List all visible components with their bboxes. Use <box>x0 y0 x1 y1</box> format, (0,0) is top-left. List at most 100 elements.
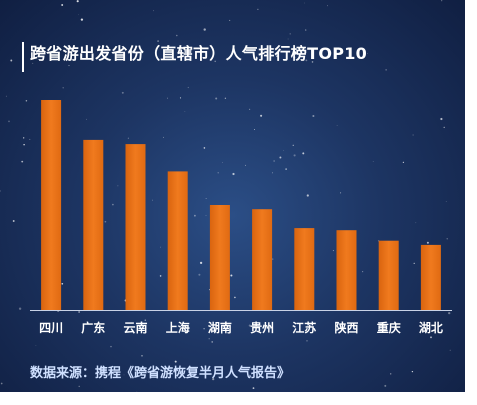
star <box>78 311 80 313</box>
star <box>449 349 451 351</box>
bar-chart: 四川 广东 云南 上海 湖南 贵州 江苏 陕西 重庆 湖北 <box>30 100 452 335</box>
bar-6 <box>294 228 315 310</box>
x-tick-label: 贵州 <box>250 320 274 335</box>
star <box>153 10 155 12</box>
star <box>203 147 206 149</box>
star <box>302 152 305 155</box>
star <box>61 282 64 285</box>
chart-frame: 跨省游出发省份（直辖市）人气排行榜TOP10 四川 广东 云南 上海 湖南 贵州 江苏 陕西 重… <box>0 0 465 392</box>
star <box>257 8 259 10</box>
star <box>80 18 84 21</box>
star <box>332 250 334 252</box>
star <box>157 40 160 43</box>
star <box>430 336 432 339</box>
star <box>0 190 1 192</box>
x-tick-label: 云南 <box>123 320 147 335</box>
star <box>303 2 305 4</box>
star <box>253 129 255 130</box>
x-tick-label: 广东 <box>81 320 105 335</box>
star <box>199 261 203 265</box>
star <box>217 172 219 174</box>
star <box>18 307 22 310</box>
star <box>194 214 196 217</box>
star <box>21 160 24 163</box>
star <box>292 144 294 146</box>
star <box>402 161 405 164</box>
star <box>86 118 87 120</box>
star <box>293 56 296 59</box>
star <box>273 160 275 162</box>
star <box>283 150 285 151</box>
star <box>336 125 338 126</box>
star <box>248 324 251 327</box>
star <box>445 201 447 203</box>
star <box>221 162 223 163</box>
star <box>260 114 263 117</box>
star <box>179 97 182 99</box>
star <box>152 199 153 201</box>
bar-0 <box>41 100 62 310</box>
star <box>367 53 369 55</box>
star <box>121 91 124 94</box>
star <box>441 0 443 2</box>
star <box>141 354 143 357</box>
star <box>166 97 169 99</box>
star <box>215 97 218 100</box>
star <box>384 384 387 387</box>
star <box>229 19 231 21</box>
star <box>205 215 207 216</box>
star <box>390 373 392 375</box>
star <box>0 382 3 385</box>
star <box>245 369 246 371</box>
x-tick-label: 湖南 <box>208 320 232 335</box>
star <box>211 341 214 343</box>
x-tick-label: 湖北 <box>419 320 443 335</box>
star <box>23 137 25 139</box>
star <box>446 238 448 240</box>
star <box>123 374 125 376</box>
star <box>117 185 119 187</box>
star <box>443 126 445 129</box>
star <box>68 65 70 67</box>
star <box>305 59 308 62</box>
star <box>29 138 31 140</box>
star <box>176 34 178 37</box>
star <box>76 0 79 3</box>
star <box>205 198 207 199</box>
star <box>78 14 79 16</box>
star <box>112 203 114 206</box>
star <box>413 262 415 265</box>
x-tick-label: 江苏 <box>292 320 316 335</box>
star <box>289 33 291 35</box>
star <box>440 117 443 121</box>
star <box>208 338 210 340</box>
star <box>35 345 37 346</box>
star <box>311 61 314 63</box>
star <box>426 241 429 244</box>
star <box>293 154 296 157</box>
x-tick-label: 四川 <box>39 321 63 335</box>
star <box>23 143 25 146</box>
star <box>287 38 289 40</box>
x-tick-label: 上海 <box>166 320 190 335</box>
star <box>32 62 34 64</box>
star <box>127 137 129 139</box>
star <box>25 99 28 102</box>
star <box>37 55 39 57</box>
star <box>448 311 451 315</box>
star <box>214 60 216 63</box>
x-tick-label: 陕西 <box>334 320 358 335</box>
star <box>144 319 147 321</box>
bar-2 <box>125 144 146 310</box>
star <box>10 59 13 62</box>
star <box>232 172 235 176</box>
bar-3 <box>167 171 188 310</box>
star <box>61 4 64 6</box>
bar-5 <box>252 209 273 310</box>
star <box>136 391 138 392</box>
star <box>104 220 107 223</box>
data-source-note: 数据来源：携程《跨省游恢复半月人气报告》 <box>30 366 291 381</box>
star <box>276 55 278 58</box>
bar-1 <box>83 139 104 310</box>
star <box>304 29 307 31</box>
